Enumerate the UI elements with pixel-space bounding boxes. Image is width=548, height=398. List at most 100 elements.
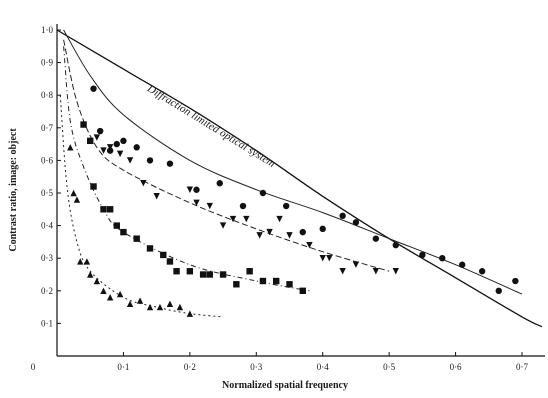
data-point-circle [339, 212, 346, 220]
data-point-triangle-up [166, 300, 174, 308]
data-point-square [206, 271, 213, 278]
data-point-square [299, 287, 306, 294]
data-point-square [273, 277, 280, 285]
data-point-circle [146, 157, 154, 164]
y-axis-title: Contrast ratio, image: object [8, 128, 19, 252]
data-point-triangle-down [266, 228, 273, 236]
x-tick-label: 0·7 [516, 362, 528, 372]
data-point-circle [319, 225, 326, 233]
data-point-square [80, 121, 87, 128]
data-point-square [106, 206, 114, 213]
y-tick-label: 0·9 [41, 58, 53, 68]
data-point-square [90, 183, 97, 190]
data-point-circle [495, 287, 502, 294]
data-point-triangle-down [286, 232, 293, 239]
data-point-square [133, 235, 140, 242]
data-point-circle [512, 277, 519, 285]
data-point-square [219, 271, 227, 278]
data-point-square [160, 251, 167, 259]
axes [56, 24, 545, 357]
data-point-triangle-down [256, 232, 263, 239]
data-point-triangle-down [153, 193, 160, 200]
data-point-square [113, 222, 120, 229]
y-tick-label: 0·4 [41, 221, 53, 231]
data-point-triangle-down [126, 157, 134, 164]
data-point-square [286, 281, 293, 288]
data-point-triangle-up [100, 287, 107, 294]
data-point-triangle-down [219, 222, 227, 229]
data-point-triangle-up [93, 277, 101, 285]
data-point-circle [166, 160, 174, 167]
data-point-square [186, 268, 194, 275]
y-tick-label: 0·1 [41, 318, 53, 328]
data-point-triangle-down [116, 150, 124, 158]
data-point-circle [282, 202, 290, 210]
data-point-square [120, 228, 127, 236]
fit-curve-triangle-down [63, 39, 390, 272]
data-point-triangle-down [243, 215, 250, 223]
data-point-circle [259, 189, 267, 197]
data-point-triangle-down [339, 268, 346, 275]
y-tick-label: 0·8 [41, 90, 53, 100]
data-point-triangle-down [186, 186, 194, 193]
data-point-triangle-up [146, 303, 154, 311]
data-point-circle [90, 85, 97, 92]
data-point-triangle-up [83, 258, 91, 265]
diffraction-annotation: Diffraction limited optical system [144, 82, 277, 170]
data-point-triangle-down [306, 241, 313, 249]
data-point-circle [120, 137, 127, 145]
data-point-circle [392, 241, 399, 249]
data-point-triangle-down [93, 134, 101, 141]
x-tick-label: 0·6 [450, 362, 462, 372]
x-axis-title: Normalized spatial frequency [222, 380, 348, 391]
x-tick-label: 0·2 [184, 362, 196, 372]
data-point-circle [239, 202, 247, 210]
data-point-triangle-down [392, 268, 399, 275]
data-point-circle [439, 255, 446, 262]
data-point-triangle-up [70, 189, 77, 197]
x-tick-label: 0 [31, 362, 36, 372]
data-point-triangle-up [116, 290, 124, 298]
data-point-circle [459, 261, 466, 268]
data-point-triangle-down [372, 268, 380, 275]
y-tick-label: 0·2 [41, 286, 53, 296]
data-point-triangle-down [276, 215, 283, 223]
data-point-square [246, 268, 253, 275]
fit-curve-circle [63, 29, 523, 295]
data-point-circle [299, 228, 306, 236]
data-point-triangle-up [67, 144, 74, 151]
data-point-circle [96, 127, 104, 135]
diffraction-limit-line [56, 29, 543, 328]
data-point-square [233, 281, 240, 288]
y-tick-label: 0·6 [41, 155, 53, 165]
data-point-circle [106, 147, 114, 154]
tick-labels: 0·1 0·2 0·3 0·4 0·5 0·6 0·7 0·8 0·9 1·0 0 0·1 0·2 0·3… [31, 25, 529, 372]
data-point-circle [478, 268, 486, 275]
data-point-triangle-down [100, 147, 107, 154]
data-point-triangle-up [136, 297, 144, 304]
data-point-square [146, 245, 154, 252]
data-point-triangle-down [193, 199, 200, 206]
y-tick-label: 1·0 [41, 25, 53, 35]
data-point-triangle-up [73, 196, 81, 203]
data-point-square [199, 271, 207, 278]
data-point-square [166, 258, 174, 265]
diffraction-limit-curve [56, 29, 543, 328]
x-tick-label: 0·5 [383, 362, 395, 372]
data-point-triangle-up [87, 271, 94, 278]
data-point-triangle-up [106, 294, 114, 301]
data-point-triangle-down [229, 215, 237, 223]
fit-curve-triangle-up [59, 95, 224, 318]
data-point-square [259, 277, 267, 285]
data-point-square [100, 206, 107, 213]
data-point-circle [133, 144, 140, 151]
data-point-triangle-up [176, 303, 184, 311]
y-tick-label: 0·5 [41, 188, 53, 198]
y-tick-label: 0·3 [41, 253, 53, 263]
data-point-circle [216, 180, 223, 187]
fit-curve-square [63, 46, 310, 292]
data-point-circle [372, 235, 380, 242]
data-point-triangle-up [126, 300, 134, 308]
data-point-square [173, 268, 180, 275]
